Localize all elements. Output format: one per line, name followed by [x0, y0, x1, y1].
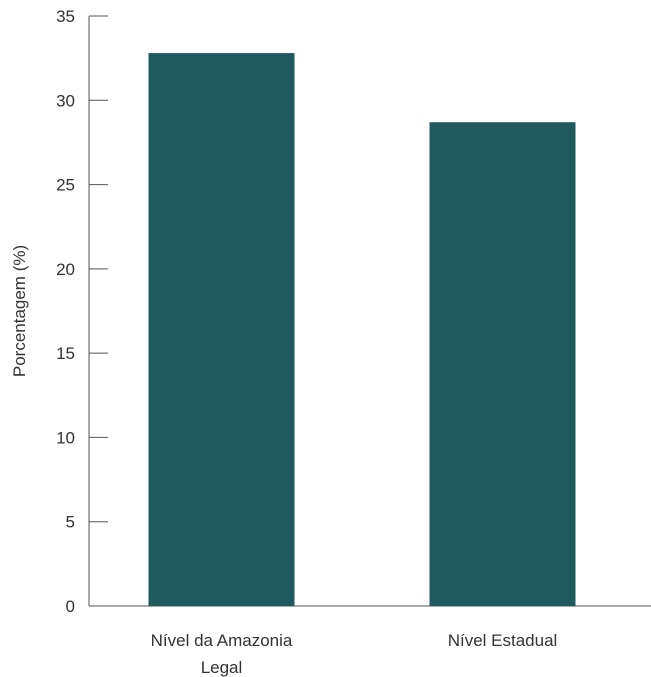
- x-category-label: Nível da Amazonia Legal: [151, 631, 293, 677]
- y-tick-label: 25: [56, 176, 75, 195]
- x-category-label-line: Legal: [201, 658, 243, 677]
- bar: [429, 122, 576, 606]
- x-category-label-line: Nível Estadual: [448, 631, 558, 650]
- y-axis: 0 5 10 15 20 25 30 35: [56, 7, 108, 616]
- y-axis-title: Porcentagem (%): [10, 245, 29, 377]
- y-tick-label: 10: [56, 428, 75, 447]
- y-tick-label: 20: [56, 260, 75, 279]
- y-tick-label: 30: [56, 91, 75, 110]
- x-category-label: Nível Estadual: [448, 631, 558, 650]
- y-tick-label: 15: [56, 344, 75, 363]
- y-tick-label: 35: [56, 7, 75, 26]
- x-category-label-line: Nível da Amazonia: [151, 631, 293, 650]
- category-labels: Nível da Amazonia Legal Nível Estadual: [151, 631, 558, 677]
- bars: [148, 53, 576, 607]
- y-tick-label: 0: [66, 597, 75, 616]
- bar: [148, 53, 295, 607]
- y-tick-label: 5: [66, 513, 75, 532]
